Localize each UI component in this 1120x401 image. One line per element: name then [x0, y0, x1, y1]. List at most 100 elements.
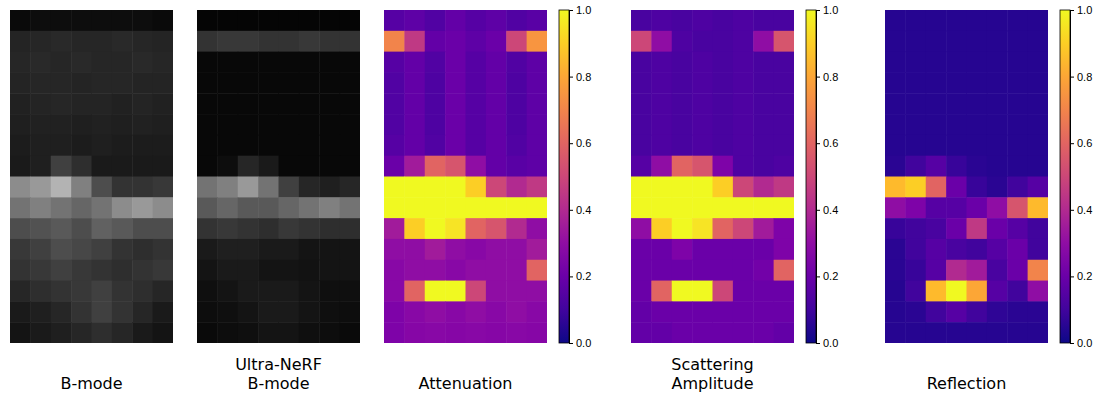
heatmap-cell — [425, 281, 446, 302]
heatmap-cell — [987, 177, 1008, 198]
heatmap-cell — [153, 301, 173, 322]
heatmap-cell — [905, 301, 926, 322]
panel-title: B-mode — [60, 374, 122, 393]
heatmap-cell — [631, 260, 652, 281]
heatmap-cell — [51, 10, 72, 31]
heatmap-cell — [506, 260, 527, 281]
heatmap-cell — [279, 177, 300, 198]
heatmap-cell — [258, 260, 279, 281]
heatmap-cell — [279, 156, 300, 177]
heatmap-cell — [486, 135, 507, 156]
heatmap-cell — [238, 114, 259, 135]
heatmap-cell — [299, 239, 320, 260]
heatmap-cell — [258, 72, 279, 93]
heatmap-cell — [238, 301, 259, 322]
heatmap-cell — [631, 93, 652, 114]
heatmap-cell — [631, 72, 652, 93]
heatmap-cell — [217, 72, 238, 93]
heatmap-cell — [946, 135, 967, 156]
colorbar-tick-label: 0.2 — [823, 270, 838, 282]
heatmap-cell — [153, 322, 173, 343]
heatmap-cell — [30, 52, 51, 73]
heatmap-cell — [692, 281, 713, 302]
heatmap-cell — [153, 93, 173, 114]
heatmap-cell — [753, 10, 774, 31]
heatmap-cell — [384, 281, 405, 302]
heatmap-cell — [445, 31, 466, 52]
heatmap-cell — [71, 72, 92, 93]
heatmap-cell — [71, 10, 92, 31]
heatmap-cell — [10, 218, 31, 239]
heatmap-cell — [692, 301, 713, 322]
heatmap-cell — [486, 72, 507, 93]
heatmap-cell — [774, 177, 794, 198]
heatmap-panel — [885, 10, 1048, 343]
heatmap-cell — [51, 260, 72, 281]
heatmap-cell — [197, 52, 218, 73]
heatmap-cell — [1007, 197, 1028, 218]
heatmap-cell — [71, 218, 92, 239]
heatmap-cell — [967, 72, 988, 93]
heatmap-cell — [238, 93, 259, 114]
heatmap-cell — [92, 239, 113, 260]
heatmap-cell — [132, 177, 153, 198]
heatmap-cell — [885, 322, 906, 343]
heatmap-panel — [197, 10, 360, 343]
heatmap-cell — [486, 52, 507, 73]
heatmap-cell — [384, 93, 405, 114]
colorbar-tick-mark — [816, 343, 820, 344]
heatmap-cell — [1028, 218, 1048, 239]
heatmap-cell — [30, 31, 51, 52]
heatmap-cell — [445, 301, 466, 322]
heatmap-cell — [967, 31, 988, 52]
heatmap-cell — [299, 301, 320, 322]
heatmap-cell — [733, 52, 754, 73]
colorbar-tick-mark — [1070, 10, 1074, 11]
heatmap-cell — [885, 52, 906, 73]
heatmap-cell — [340, 239, 360, 260]
heatmap-cell — [299, 72, 320, 93]
heatmap-cell — [51, 218, 72, 239]
heatmap-cell — [217, 281, 238, 302]
heatmap-cell — [527, 10, 547, 31]
heatmap-cell — [10, 322, 31, 343]
heatmap-cell — [10, 260, 31, 281]
heatmap-cell — [217, 31, 238, 52]
heatmap-cell — [10, 114, 31, 135]
heatmap-cell — [425, 239, 446, 260]
panel-title: Attenuation — [419, 374, 513, 393]
heatmap-cell — [946, 10, 967, 31]
heatmap-cell — [987, 260, 1008, 281]
heatmap-cell — [112, 322, 133, 343]
heatmap-cell — [279, 52, 300, 73]
heatmap-cell — [946, 72, 967, 93]
colorbar-tick: 0.0 — [816, 337, 838, 349]
heatmap-cell — [774, 114, 794, 135]
heatmap-cell — [885, 93, 906, 114]
heatmap-cell — [217, 135, 238, 156]
heatmap-cell — [466, 322, 487, 343]
heatmap-cell — [340, 93, 360, 114]
heatmap-cell — [238, 52, 259, 73]
heatmap-cell — [733, 260, 754, 281]
heatmap-cell — [445, 156, 466, 177]
heatmap-cell — [753, 114, 774, 135]
heatmap-cell — [51, 281, 72, 302]
heatmap-cell — [753, 197, 774, 218]
heatmap-cell — [1028, 31, 1048, 52]
heatmap-cell — [631, 31, 652, 52]
heatmap-cell — [51, 114, 72, 135]
heatmap-cell — [713, 52, 734, 73]
heatmap-cell — [30, 301, 51, 322]
heatmap-cell — [340, 260, 360, 281]
colorbar-tick: 0.4 — [1070, 204, 1092, 216]
colorbar-axis-line — [817, 11, 821, 344]
heatmap-cell — [425, 301, 446, 322]
heatmap-cell — [631, 114, 652, 135]
heatmap-cell — [10, 93, 31, 114]
heatmap-cell — [384, 301, 405, 322]
heatmap-cell — [486, 239, 507, 260]
heatmap-cell — [651, 218, 672, 239]
heatmap-cell — [153, 260, 173, 281]
heatmap-cell — [774, 135, 794, 156]
